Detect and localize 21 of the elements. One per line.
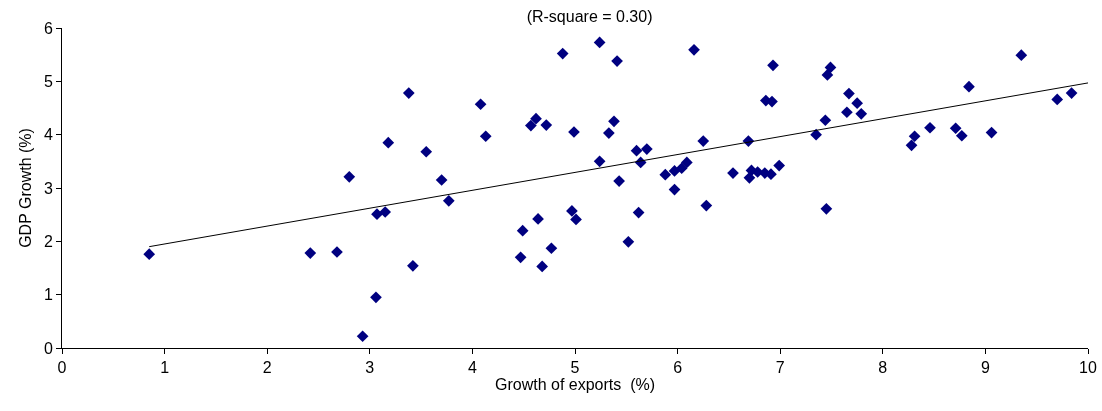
x-tick-label: 7 (775, 359, 785, 377)
y-tick-label: 0 (43, 339, 53, 357)
x-tick-label: 5 (570, 359, 580, 377)
x-tick-label: 9 (980, 359, 990, 377)
x-axis-title: Growth of exports (%) (494, 376, 656, 394)
x-tick-label: 1 (160, 359, 170, 377)
x-tick-label: 3 (365, 359, 375, 377)
x-tick-label: 8 (878, 359, 888, 377)
x-tick-label: 2 (262, 359, 272, 377)
y-tick-label: 4 (43, 126, 53, 144)
chart-title: (R-square = 0.30) (526, 8, 653, 26)
y-axis-title: GDP Growth (%) (16, 128, 34, 248)
x-tick-label: 0 (57, 359, 67, 377)
y-tick-label: 1 (43, 286, 53, 304)
y-tick-label: 3 (43, 179, 53, 197)
x-tick-label: 4 (467, 359, 477, 377)
y-tick-label: 5 (43, 72, 53, 90)
y-tick-label: 6 (43, 19, 53, 37)
y-tick-label: 2 (43, 232, 53, 250)
x-tick-label: 6 (673, 359, 683, 377)
x-tick-label: 10 (1079, 359, 1097, 377)
